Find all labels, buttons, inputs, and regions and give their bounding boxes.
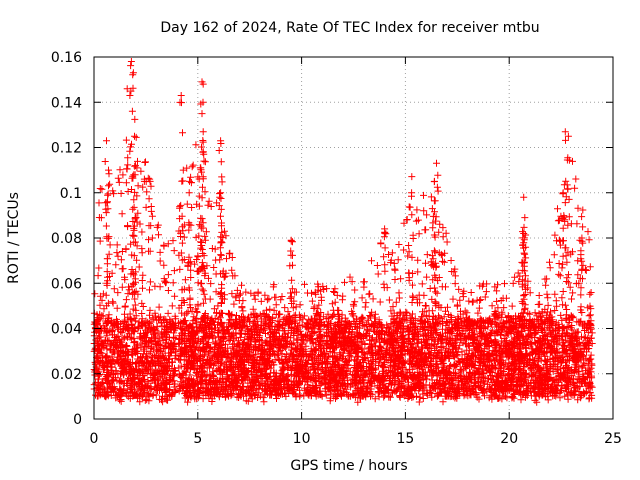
x-tick-label: 25 <box>604 431 622 447</box>
y-tick-label: 0 <box>73 412 82 428</box>
y-tick-label: 0.14 <box>51 95 82 111</box>
y-tick-label: 0.1 <box>60 186 82 202</box>
y-tick-label: 0.02 <box>51 367 82 383</box>
x-tick-label: 0 <box>90 431 99 447</box>
axis-ticks <box>93 56 614 420</box>
x-tick-label: 20 <box>500 431 518 447</box>
x-axis-title: GPS time / hours <box>290 458 407 474</box>
x-tick-label: 10 <box>293 431 311 447</box>
roti-point-markers <box>90 58 596 406</box>
y-axis-title: ROTI / TECUs <box>6 192 22 284</box>
x-tick-label: 15 <box>396 431 414 447</box>
y-tick-label: 0.16 <box>51 50 82 66</box>
y-tick-label: 0.08 <box>51 231 82 247</box>
y-tick-label: 0.04 <box>51 322 82 338</box>
y-tick-labels: 0 0.02 0.04 0.06 0.08 0.1 0.12 0.14 0.16 <box>51 50 82 428</box>
y-tick-label: 0.12 <box>51 141 82 157</box>
data-points <box>90 58 596 406</box>
x-tick-label: 5 <box>193 431 202 447</box>
y-tick-label: 0.06 <box>51 276 82 292</box>
chart-title: Day 162 of 2024, Rate Of TEC Index for r… <box>160 20 539 36</box>
x-tick-labels: 0 5 10 15 20 25 <box>90 431 622 447</box>
